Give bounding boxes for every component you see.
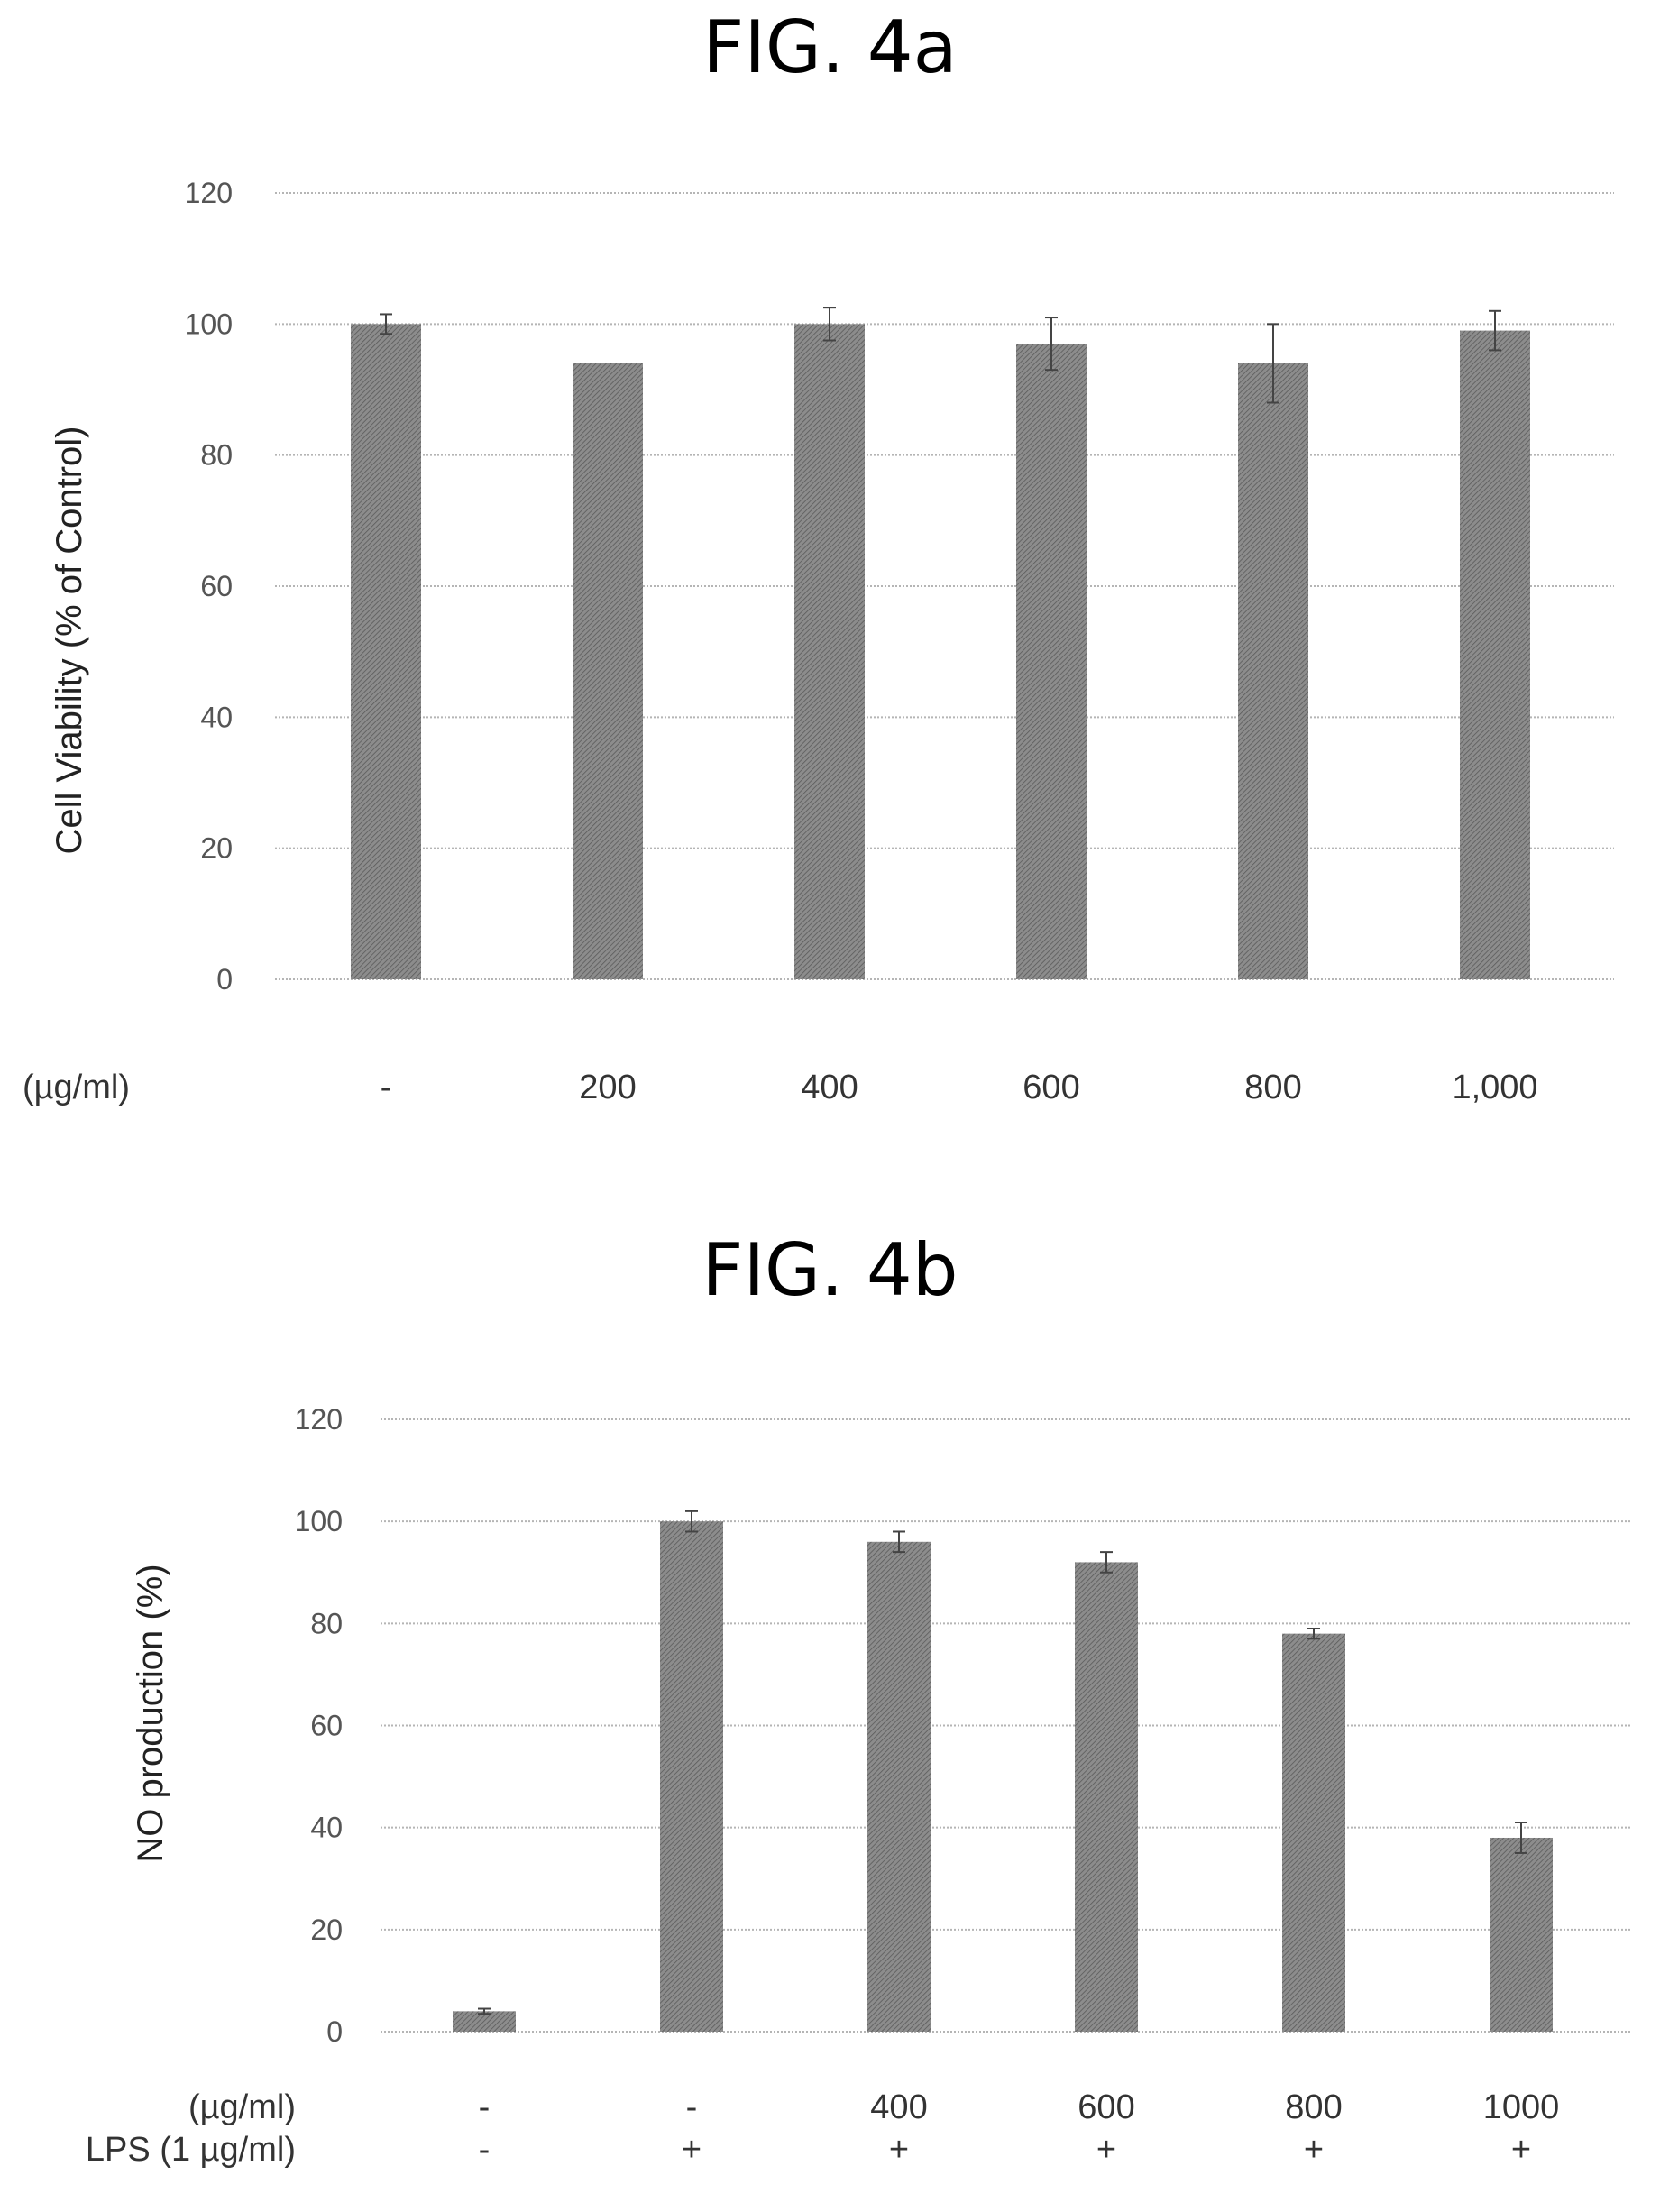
fig4b-y-tick-label: 120	[295, 1403, 343, 1436]
fig4a-y-tick-label: 20	[200, 832, 233, 865]
fig4a-bar	[1016, 344, 1087, 980]
fig4b-x-tick-label: -	[479, 2088, 491, 2126]
fig4a-x-tick-label: 400	[801, 1069, 858, 1106]
fig4a-x-tick-label: 1,000	[1452, 1069, 1537, 1106]
fig4b-bar	[867, 1541, 931, 2032]
fig4a-y-tick-label: 100	[185, 307, 233, 340]
fig4b-x-tick-label: -	[686, 2088, 698, 2126]
fig4b-bar	[1075, 1562, 1138, 2032]
fig4a-bar	[1460, 330, 1530, 980]
fig4b-bar	[453, 2011, 516, 2032]
fig4b-y-tick-label: 60	[310, 1710, 343, 1742]
fig4a-bar	[794, 324, 865, 979]
fig4b-row-label: LPS (1 µg/ml)	[86, 2131, 296, 2169]
fig4b-y-tick-label: 80	[310, 1607, 343, 1639]
fig4a-y-tick-label: 0	[216, 963, 233, 996]
fig4b-y-tick-label: 0	[326, 2015, 343, 2048]
fig4b-x-tick-label: -	[479, 2131, 491, 2169]
fig4a-x-tick-label: 800	[1244, 1069, 1301, 1106]
fig4b-y-tick-label: 20	[310, 1914, 343, 1946]
fig4b-y-axis-label: NO production (%)	[131, 1564, 170, 1862]
fig4a-y-tick-label: 80	[200, 439, 233, 472]
fig4b-x-tick-label: 1000	[1483, 2088, 1560, 2126]
fig4a-y-tick-label: 40	[200, 701, 233, 733]
fig4a-bar	[1238, 363, 1308, 979]
fig4b-row-label: (µg/ml)	[188, 2088, 296, 2126]
fig4a-bar	[573, 363, 643, 979]
fig4b-x-tick-label: +	[682, 2131, 702, 2169]
fig4b-bar	[660, 1521, 723, 2032]
figure-4a-title: FIG. 4a	[702, 5, 958, 89]
fig4a-y-tick-label: 120	[185, 177, 233, 209]
fig4a-x-tick-label: 200	[579, 1069, 636, 1106]
fig4b-x-tick-label: +	[1304, 2131, 1324, 2169]
fig4b-x-tick-label: 600	[1078, 2088, 1134, 2126]
cell-viability-chart: 0 20 40 60 80 100 120 Cell Viability (% of Cont…	[23, 177, 1614, 1106]
fig4b-bar	[1282, 1633, 1345, 2032]
fig4a-bar	[351, 324, 421, 979]
fig4a-y-tick-label: 60	[200, 570, 233, 602]
fig4b-x-tick-label: +	[1511, 2131, 1531, 2169]
fig4b-x-tick-label: +	[1096, 2131, 1116, 2169]
fig4b-x-tick-label: 800	[1285, 2088, 1342, 2126]
fig4b-y-tick-label: 100	[295, 1505, 343, 1537]
fig4a-row-label: (µg/ml)	[23, 1069, 130, 1106]
fig4b-bar	[1490, 1837, 1553, 2032]
fig4b-x-tick-label: +	[889, 2131, 909, 2169]
fig4b-x-tick-label: 400	[870, 2088, 927, 2126]
fig4b-y-tick-label: 40	[310, 1812, 343, 1844]
figure-4b-title: FIG. 4b	[702, 1228, 958, 1312]
fig4a-y-axis-label: Cell Viability (% of Control)	[50, 427, 89, 855]
fig4a-x-tick-label: 600	[1023, 1069, 1079, 1106]
fig4a-x-tick-label: -	[381, 1069, 392, 1106]
